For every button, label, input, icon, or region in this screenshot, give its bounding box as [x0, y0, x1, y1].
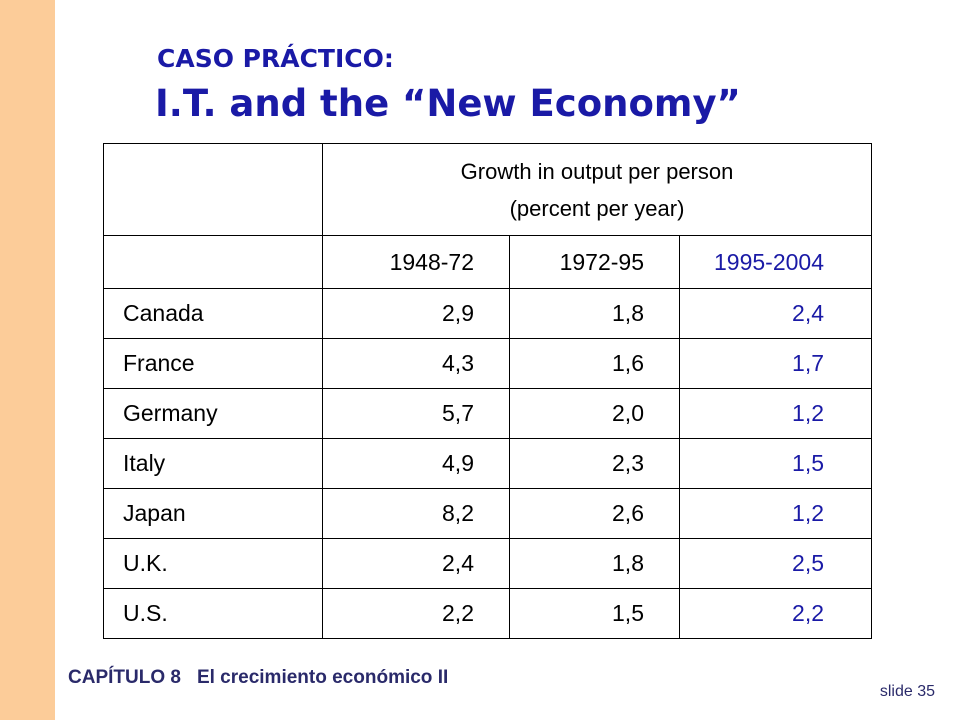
table-row: Canada 2,9 1,8 2,4: [103, 288, 873, 339]
value-cell: 1,6: [509, 338, 680, 389]
table-header-row: Growth in output per person (percent per…: [103, 143, 873, 236]
header-line1: Growth in output per person: [460, 158, 734, 184]
value-cell: 2,5: [678, 538, 873, 589]
value-cell: 2,9: [322, 288, 510, 339]
growth-table: Growth in output per person (percent per…: [103, 143, 873, 639]
footer-chapter: CAPÍTULO 8 El crecimiento económico II: [68, 667, 448, 689]
chapter-number: CAPÍTULO 8: [68, 667, 181, 688]
table-row: U.S. 2,2 1,5 2,2: [103, 588, 873, 639]
value-cell: 1,2: [678, 388, 873, 439]
period-row: 1948-72 1972-95 1995-2004: [103, 235, 873, 289]
country-cell: France: [103, 338, 323, 389]
empty-period-label-cell: [103, 235, 323, 289]
country-cell: Italy: [103, 438, 323, 489]
value-cell: 2,2: [322, 588, 510, 639]
table-header-cell: Growth in output per person (percent per…: [321, 143, 873, 236]
slide-title-line2: I.T. and the “New Economy”: [155, 82, 741, 125]
value-cell: 1,8: [509, 538, 680, 589]
value-cell: 1,2: [678, 488, 873, 539]
value-cell: 2,4: [322, 538, 510, 589]
period-1972-95: 1972-95: [509, 235, 680, 289]
slide-number: slide 35: [879, 683, 935, 700]
table-row: Germany 5,7 2,0 1,2: [103, 388, 873, 439]
table-row: Italy 4,9 2,3 1,5: [103, 438, 873, 489]
value-cell: 2,0: [509, 388, 680, 439]
value-cell: 4,9: [322, 438, 510, 489]
slide-title-line1: CASO PRÁCTICO:: [157, 44, 394, 73]
country-cell: Germany: [103, 388, 323, 439]
period-1948-72: 1948-72: [322, 235, 510, 289]
country-cell: Japan: [103, 488, 323, 539]
value-cell: 8,2: [322, 488, 510, 539]
value-cell: 2,6: [509, 488, 680, 539]
table-row: France 4,3 1,6 1,7: [103, 338, 873, 389]
period-1995-2004: 1995-2004: [678, 235, 873, 289]
value-cell: 1,5: [509, 588, 680, 639]
empty-corner-cell: [103, 143, 323, 236]
country-cell: Canada: [103, 288, 323, 339]
value-cell: 2,3: [509, 438, 680, 489]
left-accent-bar: [0, 0, 55, 720]
value-cell: 4,3: [322, 338, 510, 389]
table-row: Japan 8,2 2,6 1,2: [103, 488, 873, 539]
country-cell: U.K.: [103, 538, 323, 589]
value-cell: 2,4: [678, 288, 873, 339]
value-cell: 1,5: [678, 438, 873, 489]
header-line2: (percent per year): [509, 195, 685, 221]
value-cell: 1,7: [678, 338, 873, 389]
country-cell: U.S.: [103, 588, 323, 639]
value-cell: 5,7: [322, 388, 510, 439]
chapter-title: El crecimiento económico II: [196, 667, 449, 688]
table-row: U.K. 2,4 1,8 2,5: [103, 538, 873, 589]
value-cell: 1,8: [509, 288, 680, 339]
value-cell: 2,2: [678, 588, 873, 639]
